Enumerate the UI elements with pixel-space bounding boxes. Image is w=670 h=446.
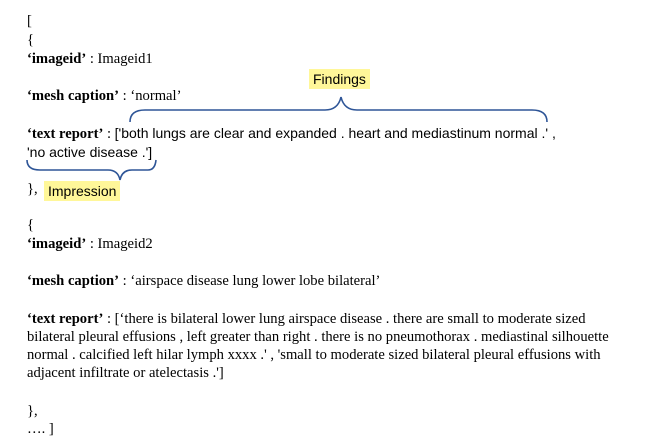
- mesh-caption-key-2: ‘mesh caption’: [27, 273, 120, 289]
- open-bracket: [: [27, 13, 32, 29]
- text-report-sep: :: [103, 126, 115, 142]
- text-report-value-2: 'no active disease .']: [27, 144, 153, 160]
- imageid-value-2: Imageid2: [97, 236, 153, 252]
- text-report-value-2-1: [‘there is bilateral lower lung airspace…: [114, 311, 586, 327]
- mesh-caption-line: ‘mesh caption’ : ‘normal’: [27, 87, 181, 105]
- text-report-line-2: ‘text report’ : [‘there is bilateral low…: [27, 310, 586, 328]
- mesh-caption-line-2: ‘mesh caption’ : ‘airspace disease lung …: [27, 272, 380, 290]
- text-report-value-2-2: bilateral pleural effusions , left great…: [27, 329, 609, 345]
- imageid-key-2: ‘imageid’: [27, 236, 87, 252]
- mesh-caption-sep: :: [119, 88, 131, 104]
- mesh-caption-sep-2: :: [119, 273, 131, 289]
- open-brace-2: {: [27, 217, 35, 233]
- impression-label: Impression: [44, 181, 121, 201]
- trailer: …. ]: [27, 421, 54, 437]
- text-report-key: ‘text report’: [27, 126, 104, 142]
- mesh-caption-value-2: ‘airspace disease lung lower lobe bilate…: [130, 273, 381, 289]
- imageid-line-2: ‘imageid’ : Imageid2: [27, 235, 153, 253]
- findings-brace: [129, 96, 548, 123]
- text-report-sep-2: :: [103, 311, 115, 327]
- close-brace: },: [27, 181, 38, 197]
- mesh-caption-value: ‘normal’: [130, 88, 182, 104]
- imageid-key: ‘imageid’: [27, 51, 87, 67]
- imageid-sep: :: [86, 51, 98, 67]
- text-report-value-1: ['both lungs are clear and expanded . he…: [114, 125, 556, 141]
- findings-label: Findings: [309, 69, 370, 89]
- open-brace: {: [27, 32, 35, 48]
- imageid-line: ‘imageid’ : Imageid1: [27, 50, 153, 68]
- imageid-value: Imageid1: [97, 51, 153, 67]
- mesh-caption-key: ‘mesh caption’: [27, 88, 120, 104]
- text-report-line: ‘text report’ : ['both lungs are clear a…: [27, 124, 556, 143]
- impression-brace: [26, 159, 157, 181]
- text-report-value-2-4: adjacent infiltrate or atelectasis .']: [27, 365, 224, 381]
- text-report-value-2-3: normal . calcified left hilar lymph xxxx…: [27, 347, 601, 363]
- close-brace-2: },: [27, 403, 38, 419]
- text-report-key-2: ‘text report’: [27, 311, 104, 327]
- imageid-sep-2: :: [86, 236, 98, 252]
